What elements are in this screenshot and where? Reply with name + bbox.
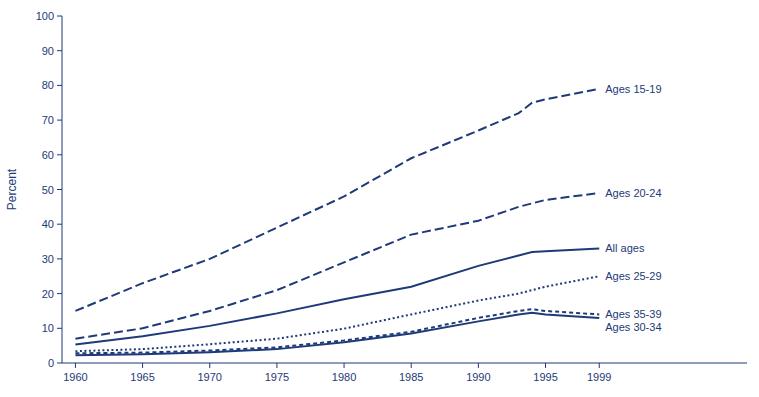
x-tick-label: 1975 <box>265 371 289 383</box>
x-tick-label: 1980 <box>332 371 356 383</box>
series-label: Ages 20-24 <box>605 187 661 199</box>
x-tick <box>209 363 210 368</box>
y-tick <box>57 154 62 155</box>
x-axis-line <box>62 363 747 364</box>
y-tick <box>57 50 62 51</box>
y-tick-label: 70 <box>42 114 54 126</box>
series-label: Ages 35-39 <box>605 308 661 320</box>
y-tick-label: 50 <box>42 184 54 196</box>
x-tick <box>411 363 412 368</box>
y-tick <box>57 224 62 225</box>
y-tick-label: 80 <box>42 79 54 91</box>
series-label: Ages 30-34 <box>605 321 661 333</box>
y-tick <box>57 85 62 86</box>
series-label: Ages 15-19 <box>605 83 661 95</box>
y-tick-label: 60 <box>42 149 54 161</box>
x-tick <box>478 363 479 368</box>
y-tick-label: 10 <box>42 322 54 334</box>
series-line <box>75 313 599 356</box>
x-tick <box>142 363 143 368</box>
y-tick <box>57 293 62 294</box>
y-tick <box>57 120 62 121</box>
x-tick-label: 1995 <box>533 371 557 383</box>
series-label: All ages <box>605 242 645 254</box>
series-label: Ages 25-29 <box>605 270 661 282</box>
series-line <box>75 193 599 339</box>
x-tick <box>599 363 600 368</box>
x-tick-label: 1990 <box>466 371 490 383</box>
y-tick <box>57 258 62 259</box>
x-tick-label: 1960 <box>63 371 87 383</box>
x-tick-label: 1985 <box>399 371 423 383</box>
y-tick-label: 90 <box>42 45 54 57</box>
series-line <box>75 89 599 311</box>
y-tick-label: 20 <box>42 288 54 300</box>
y-tick-label: 100 <box>36 10 54 22</box>
x-tick <box>75 363 76 368</box>
y-tick-label: 30 <box>42 253 54 265</box>
x-tick-label: 1965 <box>130 371 154 383</box>
x-tick <box>276 363 277 368</box>
y-axis-label: Percent <box>5 168 19 210</box>
x-tick <box>545 363 546 368</box>
y-tick <box>57 328 62 329</box>
x-tick-label: 1999 <box>587 371 611 383</box>
y-tick-label: 0 <box>48 357 54 369</box>
lines <box>75 89 599 356</box>
y-tick <box>57 16 62 17</box>
y-tick-label: 40 <box>42 218 54 230</box>
x-tick <box>344 363 345 368</box>
chart: 1960 1965 1970 1975 1980 1985 1990 1995 1999 0 10 2… <box>0 0 759 397</box>
y-tick <box>57 363 62 364</box>
y-tick <box>57 189 62 190</box>
series-line <box>75 309 599 353</box>
x-tick-label: 1970 <box>198 371 222 383</box>
